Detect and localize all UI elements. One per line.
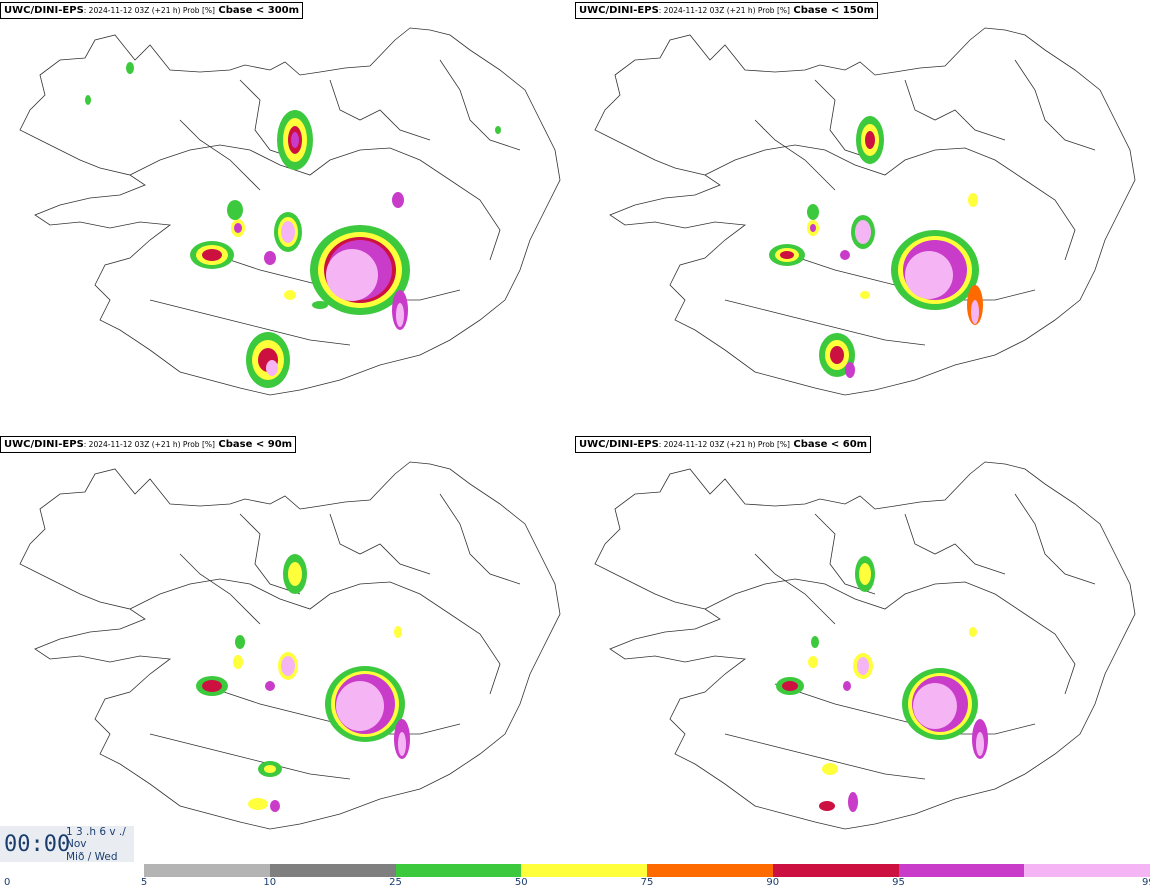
colorbar-tick-label: 75 (640, 877, 654, 888)
map-panel-90m: UWC/DINI-EPS: 2024-11-12 03Z (+21 h) Pro… (0, 434, 575, 870)
iceland-map (19, 27, 561, 396)
probability-colorbar (144, 864, 1150, 877)
panel-title: UWC/DINI-EPS: 2024-11-12 03Z (+21 h) Pro… (575, 436, 872, 453)
iceland-map (594, 27, 1136, 396)
panel-title: UWC/DINI-EPS: 2024-11-12 03Z (+21 h) Pro… (575, 2, 879, 19)
colorbar-ticks: 0 5 10 25 50 75 90 95 99 (0, 877, 1150, 891)
map-panel-150m: UWC/DINI-EPS: 2024-11-12 03Z (+21 h) Pro… (575, 0, 1150, 436)
colorbar-segment (269, 864, 396, 877)
colorbar-tick-label: 0 (4, 877, 11, 888)
clock-time: 00:00 (4, 832, 71, 857)
map-panel-60m: UWC/DINI-EPS: 2024-11-12 03Z (+21 h) Pro… (575, 434, 1150, 870)
probability-fields (196, 554, 410, 812)
time-display: 00:00 1 3 .h 6 v ./ Nov Mið / Wed (0, 826, 134, 863)
colorbar-segment (898, 864, 1025, 877)
panel-title: UWC/DINI-EPS: 2024-11-12 03Z (+21 h) Pro… (0, 436, 297, 453)
colorbar-segment (395, 864, 522, 877)
colorbar-tick-label: 90 (766, 877, 780, 888)
iceland-map (19, 461, 561, 830)
clock-month: Nov (66, 838, 87, 850)
colorbar-tick-label: 5 (140, 877, 148, 888)
clock-weekday: Mið / Wed (66, 851, 118, 863)
map-panel-300m: UWC/DINI-EPS: 2024-11-12 03Z (+21 h) Pro… (0, 0, 575, 436)
iceland-map (594, 461, 1136, 830)
colorbar-tick-label: 95 (892, 877, 905, 888)
colorbar-segment (1024, 864, 1150, 877)
probability-fields (776, 556, 988, 812)
colorbar-tick-label: 50 (514, 877, 528, 888)
colorbar-segment (144, 864, 270, 877)
colorbar-tick-label: 10 (263, 877, 277, 888)
panel-title: UWC/DINI-EPS: 2024-11-12 03Z (+21 h) Pro… (0, 2, 304, 19)
probability-fields (769, 116, 983, 378)
colorbar-segment (647, 864, 773, 877)
colorbar-tick-label: 25 (389, 877, 402, 888)
colorbar-segment (521, 864, 647, 877)
colorbar-segment (772, 864, 899, 877)
probability-fields (85, 62, 501, 388)
clock-line-1: 1 3 .h 6 v ./ (66, 826, 126, 838)
colorbar-tick-label: 99 (1142, 877, 1150, 888)
